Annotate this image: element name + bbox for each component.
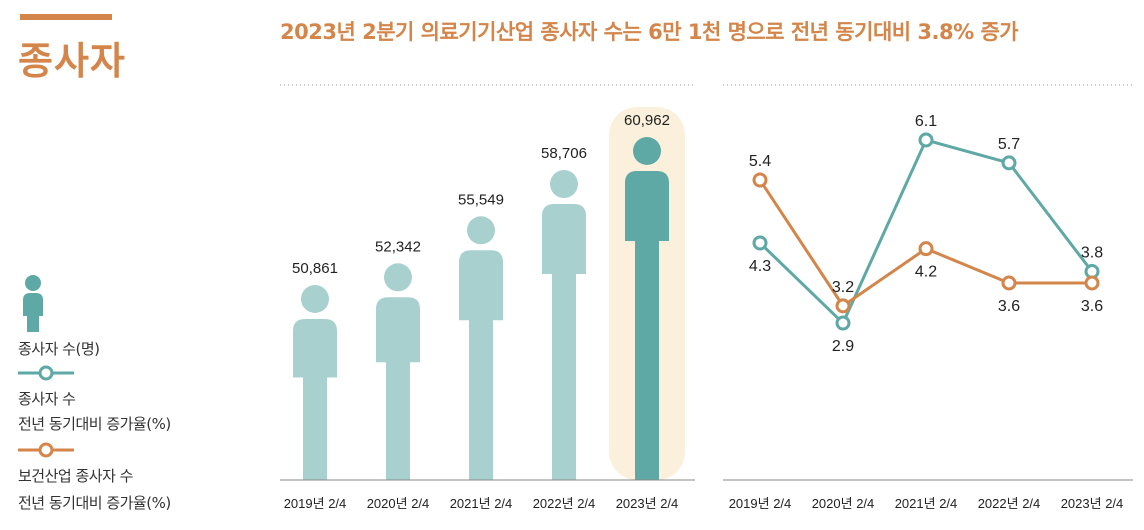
x-tick-label: 2019년 2/4 [729, 496, 792, 511]
chart-headline: 2023년 2분기 의료기기산업 종사자 수는 6만 1천 명으로 전년 동기대… [280, 20, 1019, 44]
person-head [301, 285, 329, 313]
legend-people-label: 종사자 수(명) [18, 340, 100, 358]
x-tick-label: 2020년 2/4 [367, 496, 430, 511]
legend-orange-label-1: 보건산업 종사자 수 [18, 467, 133, 485]
person-head [633, 137, 661, 165]
point-value-label: 2.9 [832, 338, 854, 355]
point-value-label: 6.1 [915, 113, 937, 130]
series-point [835, 298, 851, 314]
bar-value-label: 50,861 [292, 260, 338, 277]
x-tick-label: 2021년 2/4 [450, 496, 513, 511]
x-tick-label: 2023년 2/4 [1061, 496, 1124, 511]
series-point [752, 235, 768, 251]
legend-orange-label-2: 전년 동기대비 증가율(%) [18, 494, 171, 512]
series-point [1001, 275, 1017, 291]
person-bar [625, 137, 669, 480]
person-body [542, 204, 586, 481]
series-point [918, 132, 934, 148]
point-value-label: 4.2 [915, 264, 937, 281]
series-point [918, 241, 934, 257]
bar-value-label: 60,962 [624, 112, 670, 129]
section-title: 종사자 [18, 39, 126, 83]
person-bar [376, 263, 420, 480]
person-bar [293, 285, 337, 480]
x-tick-label: 2023년 2/4 [616, 496, 679, 511]
series-point [835, 315, 851, 331]
orange-line-legend-icon [18, 442, 74, 458]
point-value-label: 4.3 [749, 258, 771, 275]
person-head [550, 170, 578, 199]
point-value-label: 5.4 [749, 153, 771, 170]
point-value-label: 3.6 [1081, 298, 1103, 315]
person-body [376, 297, 420, 480]
accent-bar [20, 14, 112, 20]
person-body [293, 319, 337, 480]
point-value-label: 3.8 [1081, 245, 1103, 262]
teal-line-legend-icon [18, 365, 74, 381]
point-value-label: 3.2 [832, 279, 854, 296]
person-bar [459, 216, 503, 480]
x-tick-label: 2021년 2/4 [895, 496, 958, 511]
person-legend-icon [23, 275, 43, 332]
person-bar [542, 170, 586, 481]
person-body [625, 171, 669, 480]
x-tick-label: 2020년 2/4 [812, 496, 875, 511]
legend-teal-label-1: 종사자 수 [18, 390, 76, 408]
x-tick-label: 2022년 2/4 [533, 496, 596, 511]
series-line [758, 138, 1094, 326]
series-point [752, 172, 768, 188]
employee-pictograph-chart: 50,861 2019년 2/4 52,342 2020년 2/4 55,549 2021… [280, 84, 695, 511]
bar-value-label: 52,342 [375, 238, 421, 255]
bar-value-label: 55,549 [458, 191, 504, 208]
legend-teal-label-2: 전년 동기대비 증가율(%) [18, 415, 171, 433]
point-value-label: 5.7 [998, 136, 1020, 153]
point-value-label: 3.6 [998, 298, 1020, 315]
x-tick-label: 2019년 2/4 [284, 496, 347, 511]
person-head [384, 263, 412, 292]
series-point [1001, 155, 1017, 171]
bar-value-label: 58,706 [541, 145, 587, 162]
person-body [459, 250, 503, 480]
x-tick-label: 2022년 2/4 [978, 496, 1041, 511]
person-head [467, 216, 495, 245]
series-point [1084, 275, 1100, 291]
growth-rate-line-chart: 4.3 2.9 6.1 5.7 3.8 5.4 3.2 4.2 3.6 3.6 2019년 2/4 2… [723, 84, 1133, 511]
